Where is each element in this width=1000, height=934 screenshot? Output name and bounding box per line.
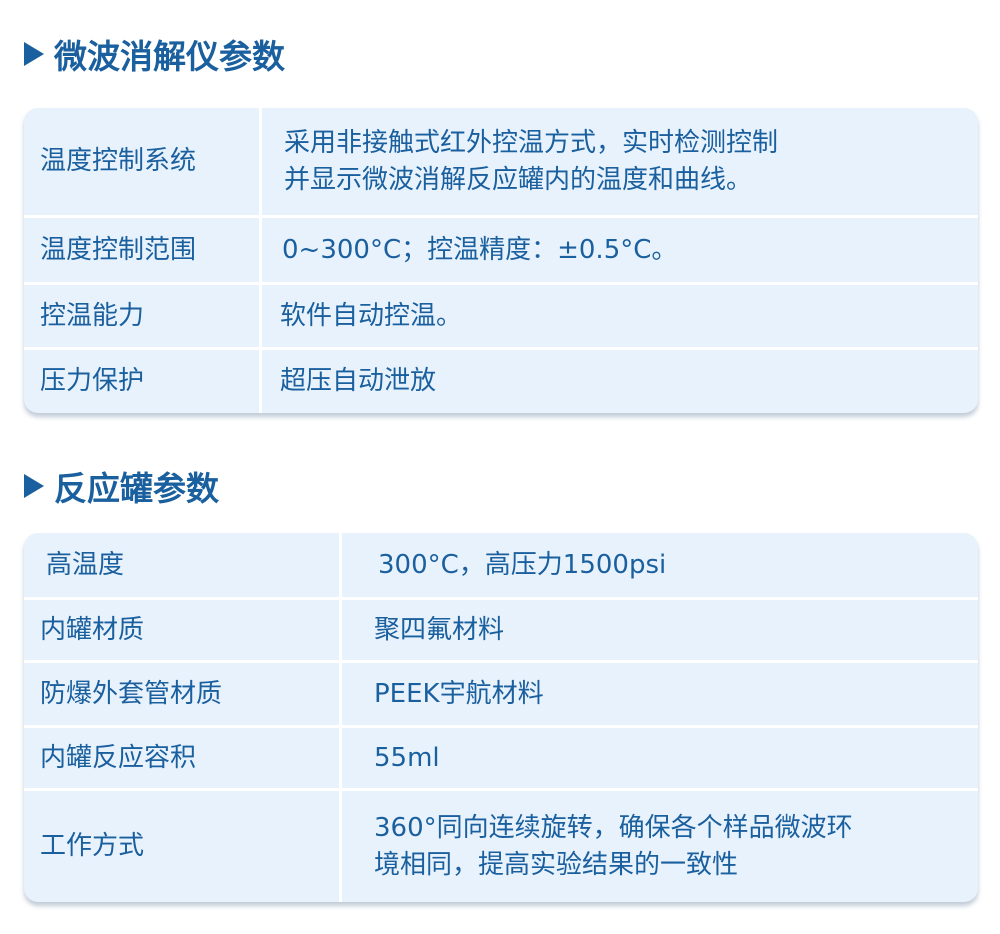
param-value: 聚四氟材料 [374, 614, 505, 645]
param-value: 超压自动泄放 [280, 366, 437, 396]
table-row: 控温能力 软件自动控温。 [24, 282, 978, 347]
param-name: 温度控制系统 [24, 108, 262, 215]
triangle-icon [24, 474, 44, 498]
param-value: PEEK宇航材料 [374, 678, 544, 709]
table-row: 温度控制系统 采用非接触式红外控温方式，实时检测控制 并显示微波消解反应罐内的温度… [24, 108, 978, 215]
vessel-params-table: 高温度 300°C，高压力1500psi 内罐材质 聚四氟材料 防爆外套管材质 PEE… [24, 533, 978, 902]
table-row: 防爆外套管材质 PEEK宇航材料 [24, 660, 978, 725]
section-title-vessel: 反应罐参数 [24, 462, 219, 510]
table-row: 内罐材质 聚四氟材料 [24, 597, 978, 660]
table-row: 压力保护 超压自动泄放 [24, 347, 978, 413]
param-name: 内罐反应容积 [24, 728, 342, 788]
param-name: 高温度 [24, 533, 342, 597]
param-value: 300°C，高压力1500psi [378, 549, 667, 580]
param-name: 温度控制范围 [24, 218, 262, 282]
param-name: 工作方式 [24, 791, 342, 902]
table-row: 内罐反应容积 55ml [24, 725, 978, 788]
microwave-params-table: 温度控制系统 采用非接触式红外控温方式，实时检测控制 并显示微波消解反应罐内的温度… [24, 108, 978, 413]
triangle-icon [24, 42, 44, 66]
param-value: 采用非接触式红外控温方式，实时检测控制 并显示微波消解反应罐内的温度和曲线。 [284, 127, 779, 195]
param-name: 压力保护 [24, 350, 262, 413]
table-row: 温度控制范围 0~300°C；控温精度：±0.5°C。 [24, 215, 978, 282]
param-name: 控温能力 [24, 285, 262, 347]
title-text: 反应罐参数 [54, 469, 219, 508]
param-value: 软件自动控温。 [280, 300, 463, 331]
param-name: 内罐材质 [24, 600, 342, 660]
param-name: 防爆外套管材质 [24, 663, 342, 725]
table-row: 高温度 300°C，高压力1500psi [24, 533, 978, 597]
section-title-microwave: 微波消解仪参数 [24, 30, 285, 78]
param-value: 0~300°C；控温精度：±0.5°C。 [282, 234, 678, 265]
title-text: 微波消解仪参数 [54, 37, 285, 76]
param-value: 55ml [374, 742, 440, 773]
param-value: 360°同向连续旋转，确保各个样品微波环 境相同，提高实验结果的一致性 [374, 812, 853, 880]
table-row: 工作方式 360°同向连续旋转，确保各个样品微波环 境相同，提高实验结果的一致性 [24, 788, 978, 902]
